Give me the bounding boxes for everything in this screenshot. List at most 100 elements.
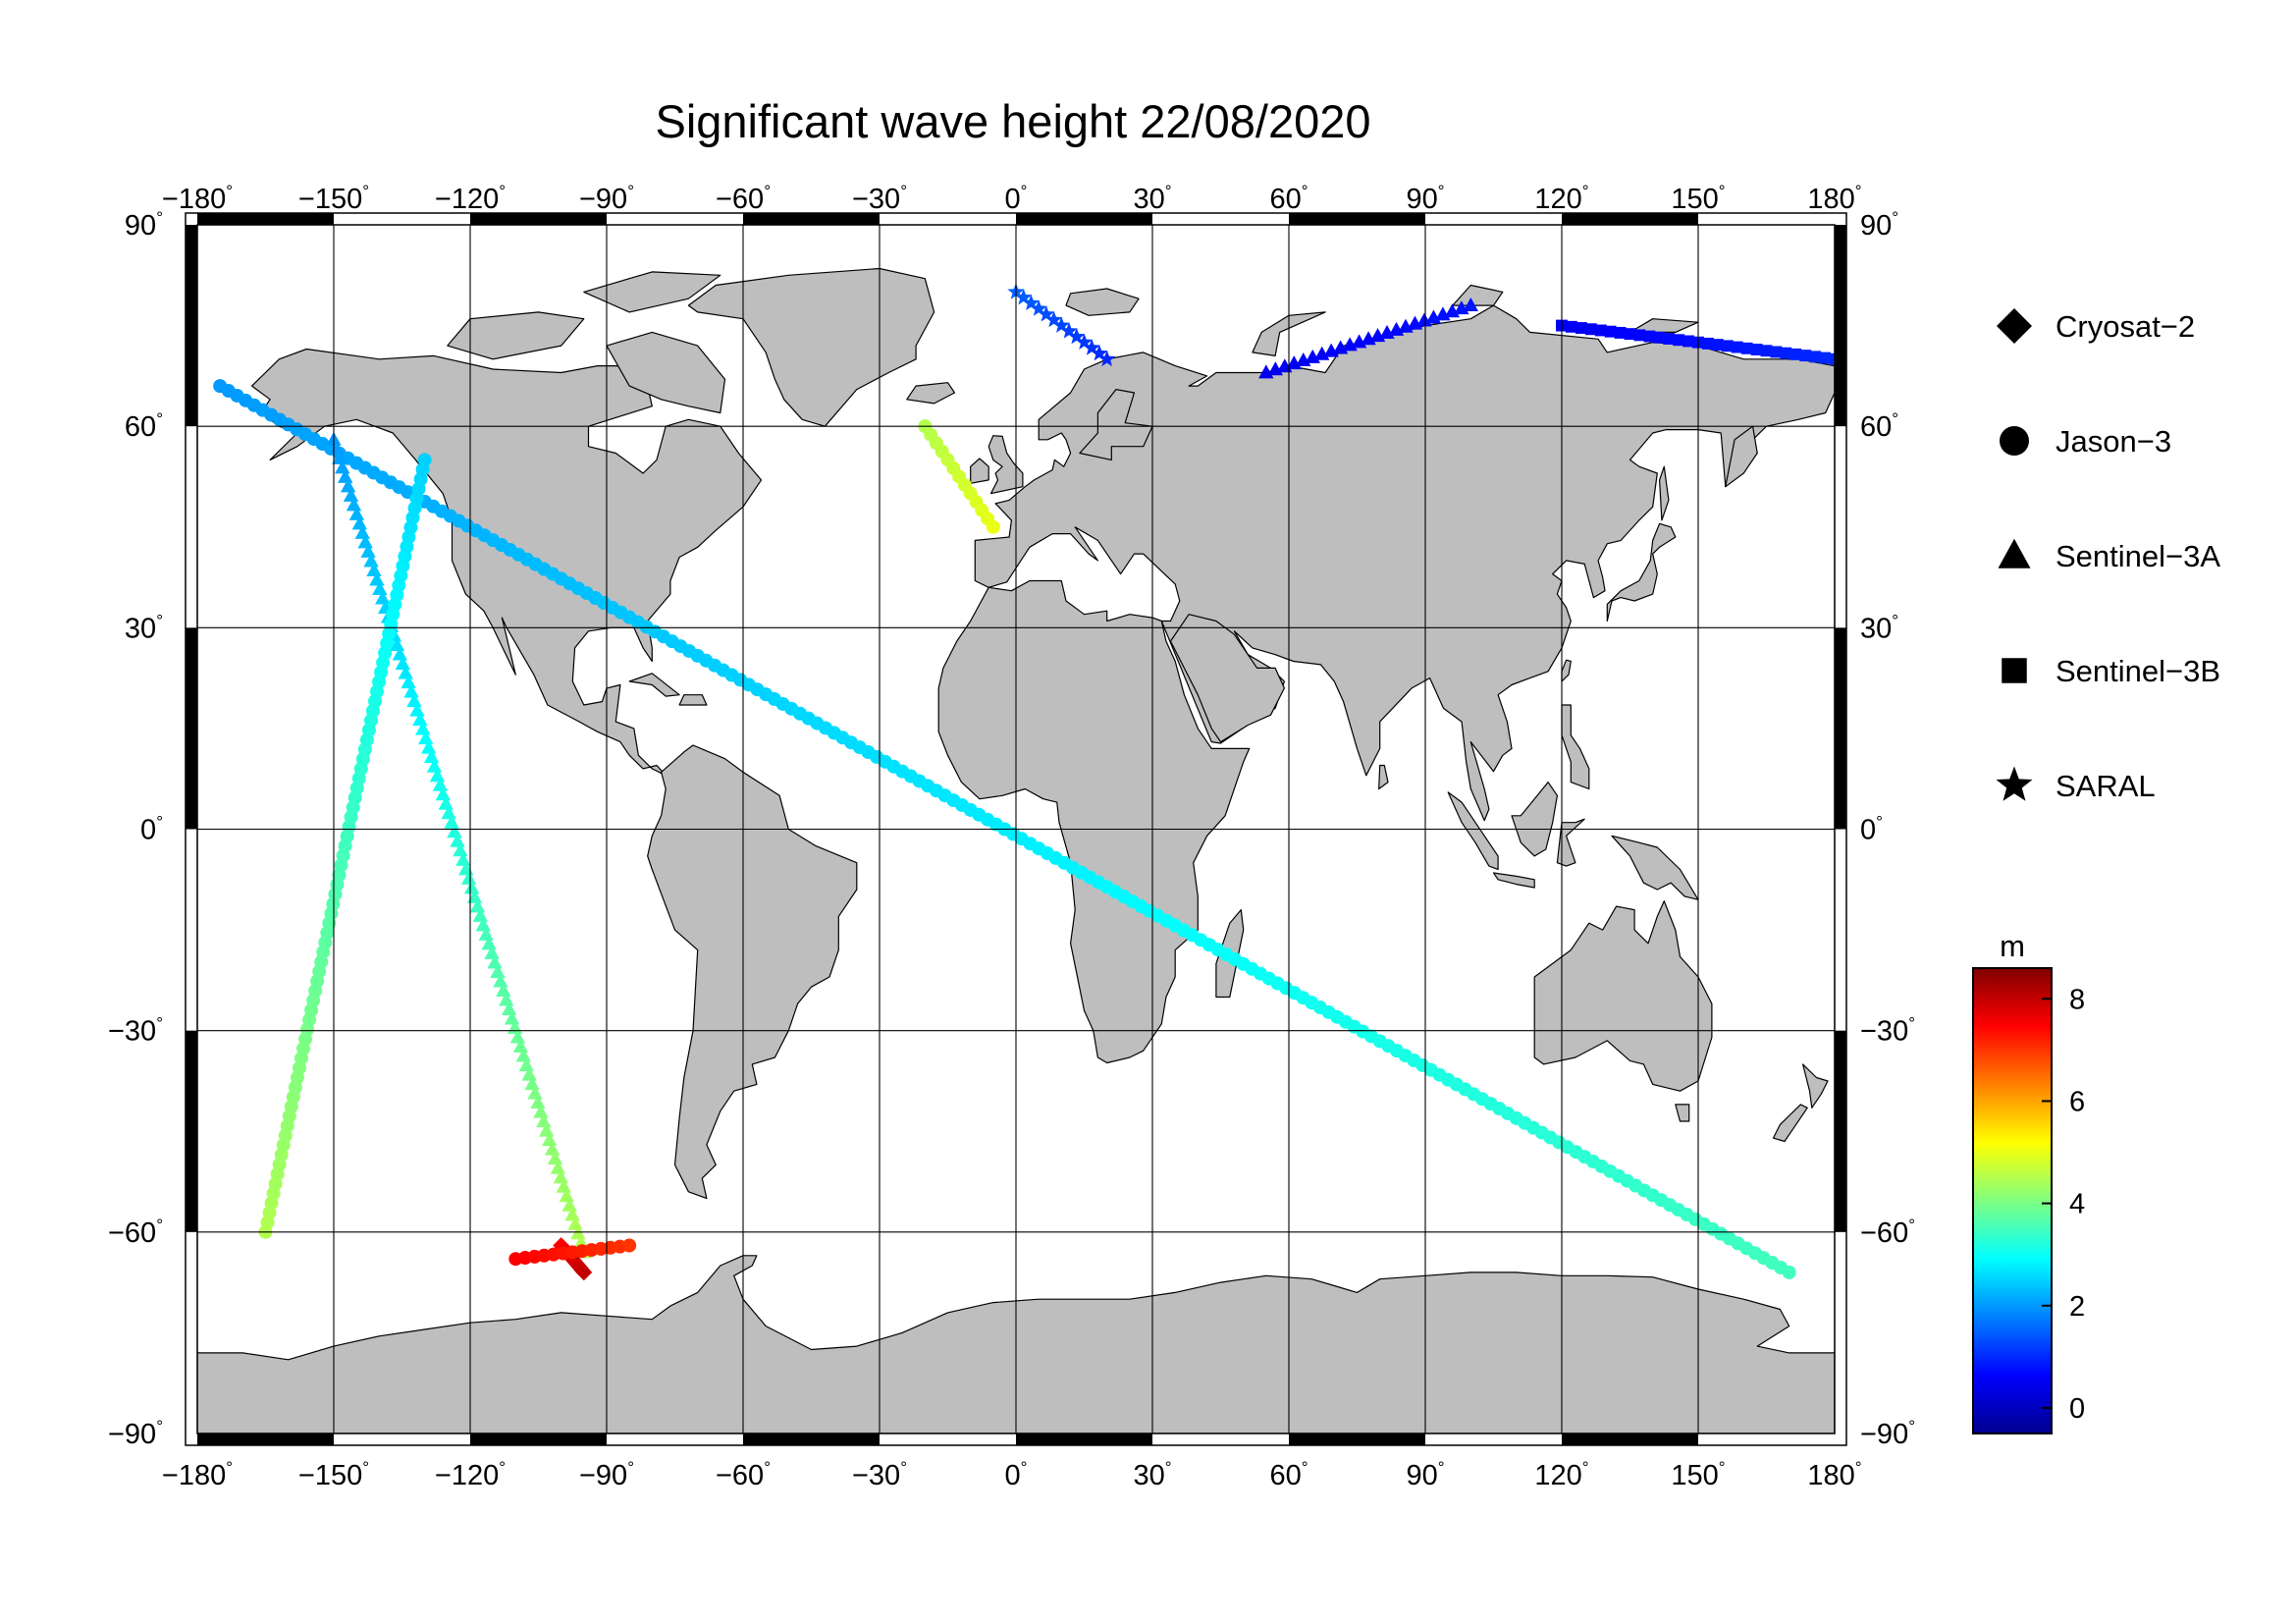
track-point xyxy=(363,553,379,568)
frame-segment xyxy=(1289,1434,1425,1445)
track-point xyxy=(398,665,413,679)
colorbar-unit-label: m xyxy=(2000,929,2025,963)
land-greenland xyxy=(687,267,935,427)
track-8 xyxy=(1258,298,1479,379)
lat-tick-label: 0° xyxy=(140,813,163,846)
lon-tick-label: 0° xyxy=(1005,1458,1028,1491)
colorbar-tick-label: 6 xyxy=(2069,1086,2085,1117)
track-point xyxy=(366,562,382,576)
track-point xyxy=(369,571,385,586)
track-point xyxy=(395,656,410,671)
track-point xyxy=(343,487,359,502)
track-point xyxy=(1015,289,1033,305)
track-point xyxy=(1098,350,1116,367)
track-point xyxy=(415,721,431,735)
track-point xyxy=(1750,344,1763,355)
track-point xyxy=(1809,351,1822,363)
track-point xyxy=(481,936,497,950)
colorbar: m 8 6 4 2 0 xyxy=(1972,929,2085,1434)
track-point xyxy=(1060,322,1078,339)
track-point xyxy=(478,926,494,941)
track-point xyxy=(429,768,446,783)
legend-item: Jason−3 xyxy=(2000,424,2171,459)
land-nz-south xyxy=(1772,1104,1808,1143)
track-point xyxy=(351,515,368,530)
track-point xyxy=(357,534,373,549)
track-point xyxy=(450,833,465,847)
track-point xyxy=(559,1188,574,1203)
track-point xyxy=(493,973,508,988)
track-point xyxy=(986,519,1000,534)
track-point xyxy=(463,880,480,894)
land-sakhalin xyxy=(1658,465,1670,521)
track-point xyxy=(1663,333,1676,345)
track-point xyxy=(567,1216,583,1230)
lat-tick-label: −90° xyxy=(108,1417,163,1450)
legend-label: Sentinel−3A xyxy=(2056,539,2220,573)
track-point xyxy=(426,758,443,773)
longitude-labels-top: −180° −150° −120° −90° −60° −30° 0° 30° 60° 90° 12… xyxy=(162,182,1862,215)
lon-tick-label: −60° xyxy=(716,1458,771,1491)
track-point xyxy=(547,1151,563,1165)
track-point xyxy=(340,478,356,493)
track-point xyxy=(418,730,434,745)
track-point xyxy=(360,543,376,558)
land-arctic-isl-2 xyxy=(583,271,721,313)
frame-segment xyxy=(743,1434,880,1445)
lon-tick-label: 180° xyxy=(1807,1458,1861,1491)
star-icon xyxy=(1996,766,2033,801)
legend-label: Cryosat−2 xyxy=(2056,309,2195,344)
track-point xyxy=(1731,341,1743,353)
lon-tick-label: −150° xyxy=(298,1458,369,1491)
track-point xyxy=(550,1160,566,1174)
altimeter-tracks xyxy=(213,283,1835,1281)
frame-segment xyxy=(470,213,607,225)
track-5 xyxy=(508,1238,637,1267)
colorbar-tick-label: 4 xyxy=(2069,1189,2085,1220)
legend-item: Sentinel−3B xyxy=(2002,654,2220,688)
track-point xyxy=(441,805,456,820)
legend-item: SARAL xyxy=(1996,766,2156,803)
track-point xyxy=(1653,331,1666,344)
land-arabia xyxy=(1169,614,1286,743)
legend-label: SARAL xyxy=(2056,769,2156,803)
legend-label: Jason−3 xyxy=(2056,424,2171,459)
track-point xyxy=(423,749,440,764)
track-point xyxy=(504,1010,520,1025)
legend-item: Cryosat−2 xyxy=(1997,308,2195,344)
land-svalbard xyxy=(1065,288,1140,316)
track-point xyxy=(338,468,353,483)
track-point xyxy=(1770,346,1783,358)
track-point xyxy=(1463,298,1479,312)
track-point xyxy=(438,795,454,810)
frame-segment xyxy=(743,213,880,225)
track-point xyxy=(512,1039,529,1054)
satellite-legend: Cryosat−2 Jason−3 Sentinel−3A Sentinel−3B SA… xyxy=(1996,308,2220,803)
frame-segment xyxy=(1562,213,1698,225)
track-point xyxy=(527,1085,543,1100)
track-point xyxy=(539,1122,555,1137)
track-point xyxy=(1022,294,1041,311)
track-point xyxy=(1701,337,1714,350)
track-point xyxy=(403,683,419,698)
track-point xyxy=(354,524,370,539)
circle-icon xyxy=(2000,426,2029,456)
track-point xyxy=(335,460,350,474)
track-point xyxy=(1594,324,1607,337)
track-point xyxy=(466,889,483,903)
lat-tick-label: −30° xyxy=(1860,1014,1915,1048)
lon-tick-label: 60° xyxy=(1269,1458,1308,1491)
track-point xyxy=(1624,328,1636,341)
lon-tick-label: 90° xyxy=(1406,182,1444,215)
colorbar-ticks: 8 6 4 2 0 xyxy=(2042,984,2085,1425)
track-point xyxy=(400,675,416,689)
colorbar-tick-label: 8 xyxy=(2069,984,2085,1015)
track-point xyxy=(455,851,471,866)
lon-tick-label: 120° xyxy=(1534,1458,1588,1491)
track-point xyxy=(518,1057,534,1072)
track-point xyxy=(1068,327,1086,345)
colorbar-ramp xyxy=(1972,967,2053,1434)
map-title: Significant wave height 22/08/2020 xyxy=(655,95,1370,147)
frame-segment xyxy=(1835,627,1846,830)
lat-tick-label: 90° xyxy=(125,208,163,242)
